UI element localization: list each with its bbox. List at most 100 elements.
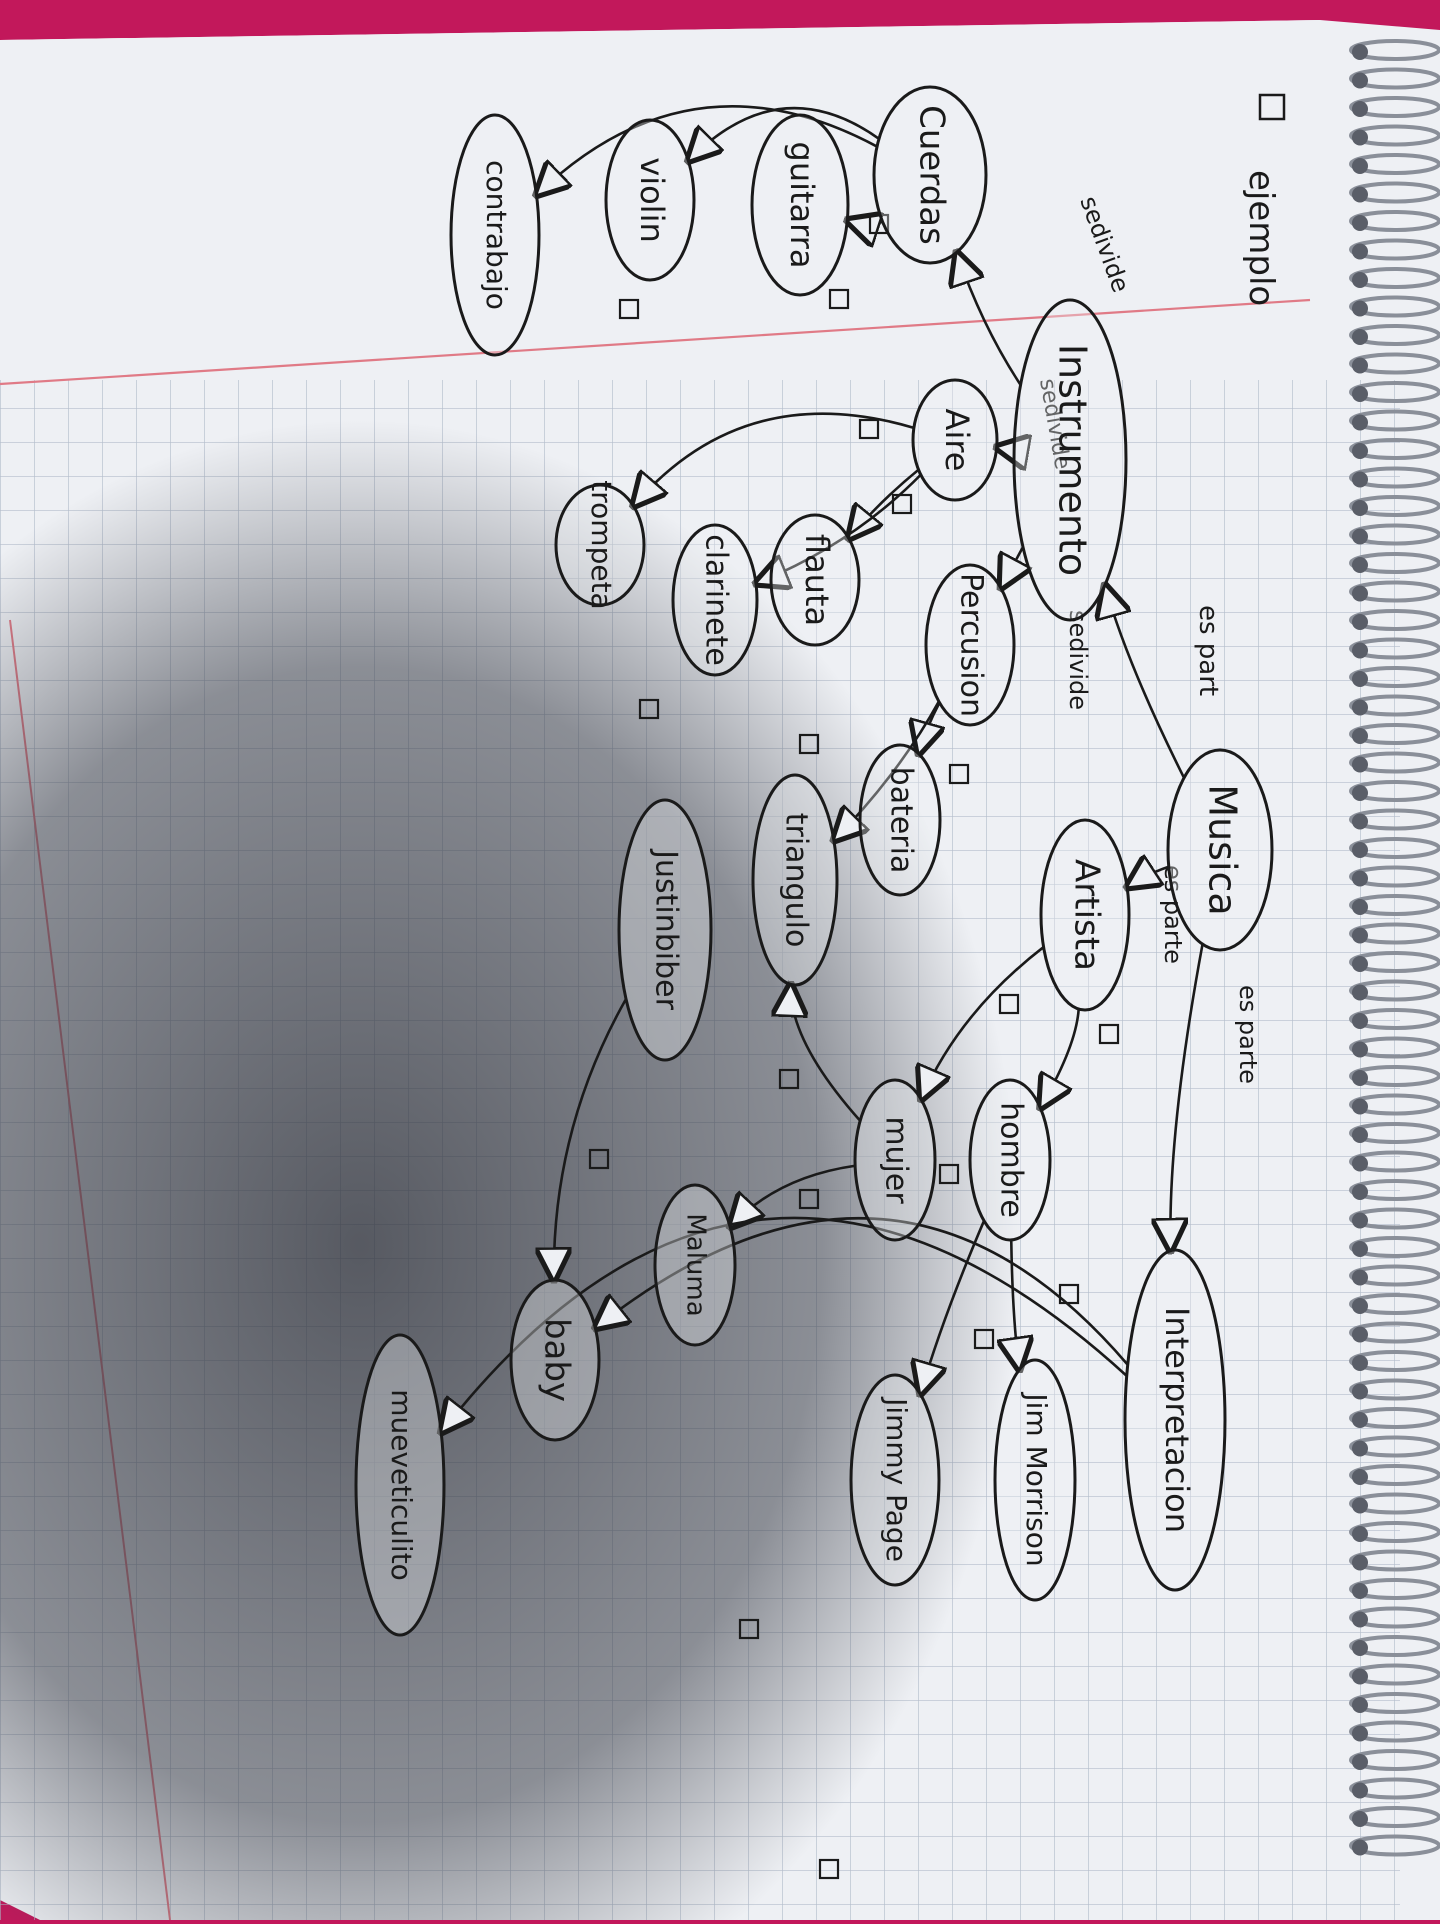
edge-artista-hombre: [1040, 1008, 1080, 1108]
edge-mujer-triangulo: [791, 984, 862, 1122]
spiral-ring: [1349, 1435, 1440, 1458]
spiral-ring: [1349, 1179, 1440, 1201]
spiral-ring: [1349, 1122, 1440, 1144]
square-mark: [938, 1163, 960, 1185]
spiral-ring: [1349, 96, 1440, 118]
spiral-ring: [1349, 267, 1440, 289]
spiral-ring: [1349, 723, 1440, 745]
square-mark: [588, 1148, 610, 1170]
spiral-ring: [1349, 1749, 1440, 1771]
spiral-ring: [1349, 1549, 1440, 1572]
node-trompeta: trompeta: [554, 480, 646, 610]
concept-nodes: Musica Instrumento Cuerdas Aire Percusion gui…: [354, 85, 1274, 1637]
spiral-ring: [1349, 409, 1440, 432]
node-label: Justinbiber: [649, 848, 684, 1010]
legend-box-icon: [1258, 93, 1286, 121]
spiral-ring: [1349, 438, 1440, 460]
spiral-ring: [1349, 181, 1440, 204]
node-label: Instrumento: [1051, 344, 1095, 576]
spiral-ring: [1349, 1407, 1440, 1429]
node-aire: Aire: [911, 378, 999, 502]
node-triangulo: triangulo: [751, 773, 839, 987]
node-label: hombre: [994, 1102, 1029, 1218]
edge-aire-trompeta: [633, 412, 915, 506]
spiral-ring: [1349, 894, 1440, 916]
spiral-ring: [1349, 466, 1440, 489]
spiral-ring: [1349, 837, 1440, 859]
spiral-ring: [1349, 324, 1440, 346]
legend-label: ejemplo: [1241, 170, 1281, 306]
node-label: contrabajo: [480, 160, 513, 310]
spiral-ring: [1349, 67, 1440, 90]
spiral-ring: [1349, 124, 1440, 147]
spiral-ring: [1349, 352, 1440, 375]
edge-hombre-jim_morrison: [1011, 1239, 1019, 1370]
edge-cuerdas-contrabajo: [536, 104, 878, 195]
spiral-ring: [1349, 979, 1440, 1002]
edge-justin_bieber-baby: [554, 998, 628, 1280]
spiral-ring: [1349, 1264, 1440, 1287]
node-jimmy-page: Jimmy Page: [849, 1373, 941, 1587]
spiral-ring: [1349, 39, 1440, 61]
square-mark: [738, 1618, 760, 1640]
spiral-ring: [1349, 552, 1440, 574]
spiral-ring: [1349, 751, 1440, 774]
edge-label: sedivide: [1064, 610, 1092, 710]
spiral-ring: [1349, 922, 1440, 945]
spiral-ring: [1349, 238, 1440, 261]
node-label: Percusion: [954, 573, 989, 717]
node-label: baby: [537, 1318, 577, 1402]
node-label: Jimmy Page: [880, 1396, 913, 1562]
square-mark: [948, 763, 970, 785]
node-musica: Musica: [1166, 748, 1274, 952]
spiral-ring: [1349, 1065, 1440, 1087]
edge-percusion-triangulo: [834, 700, 940, 840]
node-instrumento: Instrumento: [1012, 298, 1128, 622]
spiral-ring: [1349, 666, 1440, 688]
spiral-ring: [1349, 1663, 1440, 1686]
node-maluma: Maluma: [653, 1183, 737, 1347]
square-mark: [798, 733, 820, 755]
edge-musica-instrumento: [1105, 585, 1186, 779]
node-label: bateria: [884, 767, 919, 874]
spiral-ring: [1349, 1806, 1440, 1828]
spiral-ring: [1349, 381, 1440, 403]
spiral-ring: [1349, 1692, 1440, 1714]
edge-percusion-bateria: [919, 702, 940, 754]
node-label: guitarra: [783, 142, 821, 269]
spiral-ring: [1349, 951, 1440, 973]
node-jim-morrison: Jim Morrison: [993, 1358, 1077, 1602]
node-bateria: bateria: [858, 743, 942, 897]
node-mueve-tu-culito: mueveticulito: [354, 1333, 446, 1637]
spiral-binding: [1349, 39, 1440, 1857]
spiral-ring: [1349, 1464, 1440, 1486]
edge-label: es parte: [1234, 985, 1262, 1084]
spiral-ring: [1349, 1720, 1440, 1743]
square-mark: [891, 493, 913, 515]
edge-aire-clarinete: [756, 473, 922, 584]
square-mark: [973, 1328, 995, 1350]
square-mark: [818, 1858, 840, 1880]
spiral-ring: [1349, 1293, 1440, 1315]
spiral-ring: [1349, 694, 1440, 717]
spiral-ring: [1349, 153, 1440, 175]
node-artista: Artista: [1039, 818, 1131, 1012]
edge-label: es part: [1193, 605, 1223, 696]
spiral-ring: [1349, 1777, 1440, 1800]
spiral-ring: [1349, 1521, 1440, 1543]
edge-label: es parte: [1159, 865, 1187, 964]
node-label: Aire: [938, 409, 976, 472]
spiral-ring: [1349, 637, 1440, 660]
spiral-ring: [1349, 1378, 1440, 1401]
node-label: Jim Morrison: [1020, 1391, 1053, 1566]
spiral-ring: [1349, 1834, 1440, 1857]
edge-artista-mujer: [921, 946, 1045, 1099]
node-label: Artista: [1067, 859, 1107, 971]
spiral-ring: [1349, 210, 1440, 232]
node-label: violin: [633, 157, 671, 242]
edge-instrumento-cuerdas: [957, 252, 1022, 386]
spiral-ring: [1349, 780, 1440, 802]
node-cuerdas: Cuerdas: [872, 85, 988, 265]
node-clarinete: clarinete: [671, 523, 759, 677]
